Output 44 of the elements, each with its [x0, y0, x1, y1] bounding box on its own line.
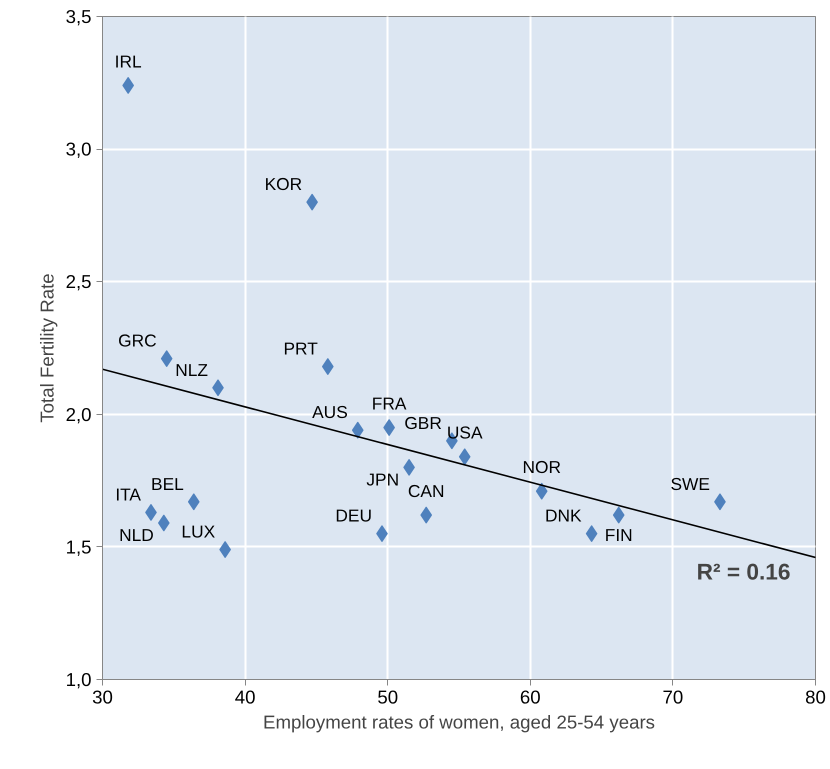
y-tick-label: 3,0	[66, 138, 92, 160]
annotation: IRL	[114, 51, 142, 72]
y-tick-label: 2,0	[66, 404, 92, 425]
point	[188, 493, 200, 510]
y-tick-label: 1,5	[66, 536, 92, 558]
annotation: SWE	[670, 474, 710, 494]
point	[458, 448, 471, 466]
point	[322, 358, 334, 376]
point	[536, 482, 548, 500]
x-tick-label: 40	[234, 686, 256, 708]
annotation: NLZ	[175, 360, 208, 380]
annotation: FIN	[604, 525, 633, 546]
y-axis-title: Total Fertility Rate	[36, 273, 58, 423]
annotation: DNK	[545, 506, 582, 526]
annotation: GBR	[404, 412, 442, 433]
point	[158, 514, 170, 532]
annotation: AUS	[312, 402, 348, 422]
annotation: DEU	[335, 506, 372, 526]
point	[352, 422, 364, 439]
x-axis-title: Employment rates of women, aged 25-54 years	[263, 712, 655, 732]
x-tick-label: 70	[662, 686, 684, 708]
x-tick-label: 80	[805, 686, 826, 708]
annotation: ITA	[115, 484, 142, 504]
annotation: R² = 0.16	[696, 558, 791, 584]
annotation: PRT	[283, 338, 318, 359]
y-tick-label: 1,0	[66, 669, 92, 690]
y-tick-label: 3,5	[66, 6, 92, 27]
point	[612, 506, 625, 524]
x-tick-label: 60	[520, 686, 541, 708]
point	[160, 350, 173, 368]
annotation: BEL	[151, 474, 184, 494]
annotation: CAN	[408, 481, 445, 502]
annotation: LUX	[181, 522, 216, 542]
annotation: FRA	[372, 394, 407, 414]
y-tick-label: 2,5	[66, 271, 92, 292]
point	[420, 506, 432, 524]
x-tick-label: 50	[377, 686, 398, 708]
annotation: GRC	[118, 330, 157, 351]
annotation: NLD	[119, 525, 154, 546]
annotation: KOR	[264, 174, 302, 194]
x-tick-label: 30	[92, 686, 113, 708]
annotation: USA	[446, 422, 483, 443]
annotation: NOR	[522, 457, 561, 478]
annotation: JPN	[366, 469, 400, 490]
